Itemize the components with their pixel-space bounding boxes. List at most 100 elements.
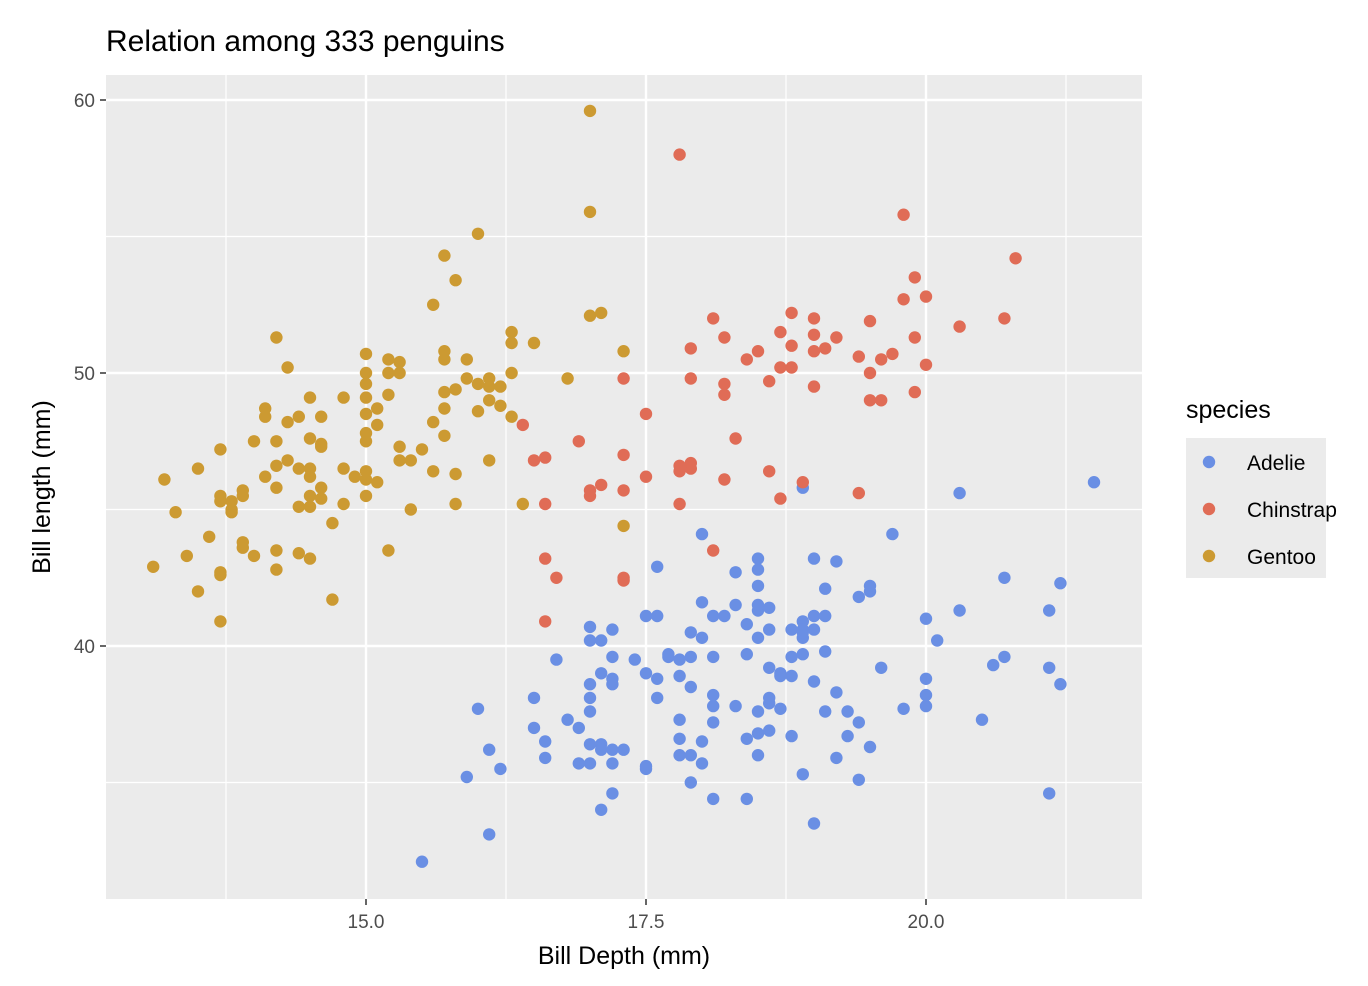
point-chinstrap xyxy=(684,456,697,470)
y-tick-label: 50 xyxy=(74,364,95,385)
point-gentoo xyxy=(225,495,238,508)
point-adelie xyxy=(785,729,798,743)
point-chinstrap xyxy=(908,331,921,344)
point-chinstrap xyxy=(897,293,910,306)
point-chinstrap xyxy=(617,484,630,497)
point-chinstrap xyxy=(908,271,921,284)
point-adelie xyxy=(729,566,742,579)
point-gentoo xyxy=(561,372,574,385)
point-gentoo xyxy=(348,470,361,483)
point-gentoo xyxy=(393,440,406,453)
point-chinstrap xyxy=(673,148,686,161)
point-chinstrap xyxy=(516,418,529,432)
point-adelie xyxy=(807,623,821,636)
point-adelie xyxy=(695,596,709,609)
point-adelie xyxy=(1054,678,1067,691)
point-adelie xyxy=(819,705,832,718)
legend-key-chinstrap xyxy=(1202,502,1216,516)
point-chinstrap xyxy=(875,394,888,407)
point-chinstrap xyxy=(617,448,630,462)
point-gentoo xyxy=(315,492,328,505)
point-adelie xyxy=(695,757,709,770)
point-gentoo xyxy=(292,410,305,423)
point-adelie xyxy=(807,675,821,688)
point-adelie xyxy=(796,623,809,636)
point-adelie xyxy=(684,776,697,789)
point-gentoo xyxy=(203,530,216,543)
point-chinstrap xyxy=(718,331,731,344)
point-adelie xyxy=(975,713,989,726)
point-adelie xyxy=(651,691,664,705)
x-tick-label: 20.0 xyxy=(908,912,945,933)
point-adelie xyxy=(707,792,720,806)
point-adelie xyxy=(483,828,496,841)
point-adelie xyxy=(583,634,597,647)
point-gentoo xyxy=(505,410,518,423)
point-gentoo xyxy=(471,377,485,391)
point-gentoo xyxy=(158,473,171,486)
point-adelie xyxy=(1043,604,1056,617)
point-chinstrap xyxy=(572,435,585,448)
point-chinstrap xyxy=(595,478,608,492)
point-adelie xyxy=(673,653,686,666)
point-adelie xyxy=(751,579,765,593)
point-gentoo xyxy=(247,549,261,563)
point-adelie xyxy=(572,721,585,735)
point-adelie xyxy=(751,705,765,718)
point-adelie xyxy=(583,757,597,770)
point-gentoo xyxy=(326,593,339,606)
point-gentoo xyxy=(583,309,597,322)
point-gentoo xyxy=(281,415,294,429)
point-adelie xyxy=(740,648,753,661)
point-adelie xyxy=(751,552,765,565)
point-gentoo xyxy=(449,497,462,511)
point-gentoo xyxy=(505,336,518,350)
point-gentoo xyxy=(270,544,283,557)
point-gentoo xyxy=(270,563,283,576)
point-adelie xyxy=(539,735,552,748)
point-gentoo xyxy=(427,415,440,429)
point-gentoo xyxy=(494,399,507,412)
point-gentoo xyxy=(303,462,317,475)
point-adelie xyxy=(785,623,798,636)
legend: species Adelie Chinstrap Gentoo xyxy=(1186,396,1337,578)
point-adelie xyxy=(527,691,541,705)
point-chinstrap xyxy=(807,380,821,393)
point-chinstrap xyxy=(673,497,686,511)
point-gentoo xyxy=(303,391,317,404)
point-gentoo xyxy=(359,426,373,440)
point-adelie xyxy=(751,749,765,762)
point-chinstrap xyxy=(863,314,877,328)
point-gentoo xyxy=(438,385,451,399)
point-adelie xyxy=(751,563,765,576)
point-gentoo xyxy=(147,560,160,573)
point-chinstrap xyxy=(673,459,686,472)
point-adelie xyxy=(617,743,630,756)
point-adelie xyxy=(919,688,933,702)
point-adelie xyxy=(819,609,832,623)
point-gentoo xyxy=(595,306,608,320)
point-adelie xyxy=(863,740,877,754)
point-adelie xyxy=(763,691,776,705)
point-chinstrap xyxy=(886,347,899,361)
point-chinstrap xyxy=(852,350,865,363)
point-adelie xyxy=(684,650,697,664)
point-gentoo xyxy=(270,331,283,344)
point-adelie xyxy=(583,705,597,718)
x-tick-label: 15.0 xyxy=(348,912,385,933)
point-gentoo xyxy=(214,489,227,503)
point-gentoo xyxy=(270,459,283,472)
point-gentoo xyxy=(393,454,406,467)
point-gentoo xyxy=(483,454,496,467)
point-gentoo xyxy=(505,325,518,339)
point-adelie xyxy=(841,729,854,743)
point-adelie xyxy=(919,612,933,625)
point-chinstrap xyxy=(785,361,798,374)
point-adelie xyxy=(651,672,664,685)
point-adelie xyxy=(572,757,585,770)
point-gentoo xyxy=(494,380,507,393)
point-adelie xyxy=(796,768,809,781)
chart-title: Relation among 333 penguins xyxy=(106,25,505,58)
point-gentoo xyxy=(583,104,597,118)
point-adelie xyxy=(740,618,753,631)
